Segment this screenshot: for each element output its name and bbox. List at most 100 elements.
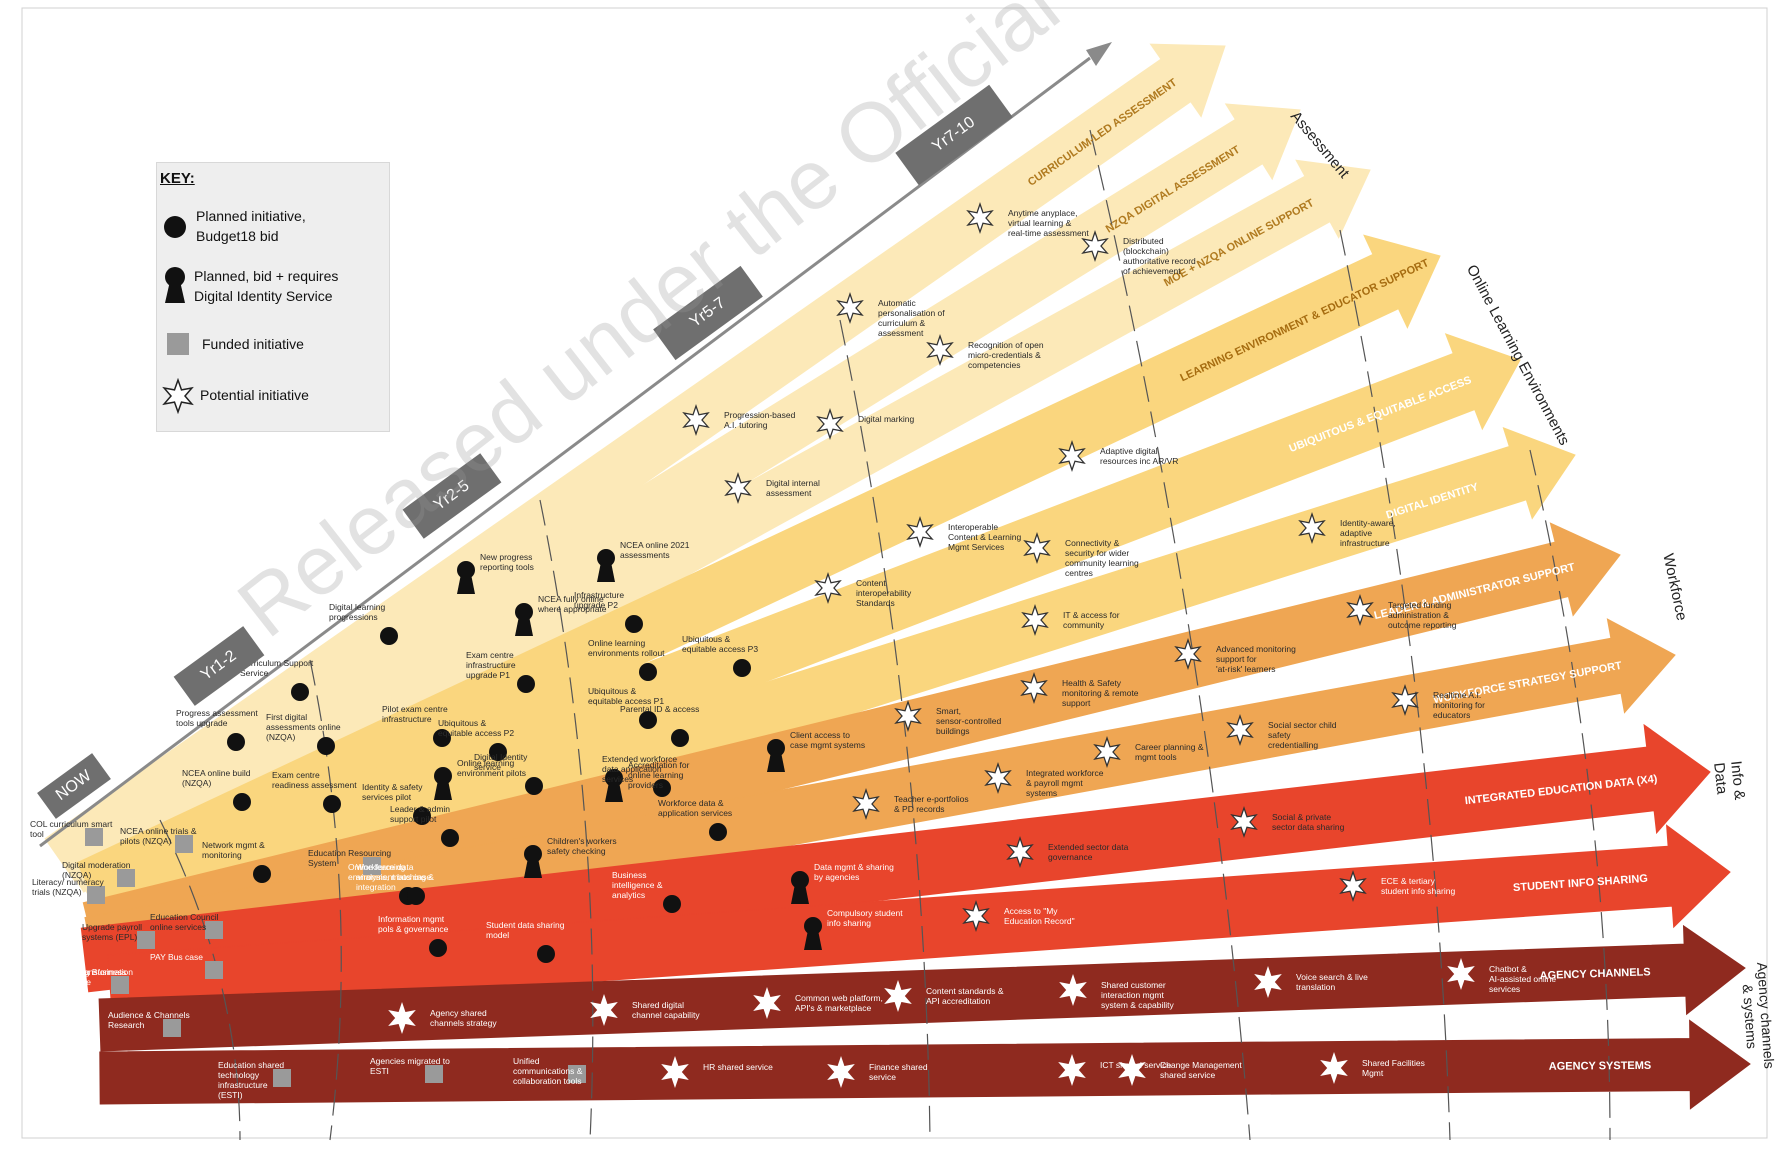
initiative-label: Literacy/ numeracy trials (NZQA) bbox=[32, 877, 105, 897]
initiative-label: Extended sector data governance bbox=[1048, 842, 1129, 862]
planned-dot-icon bbox=[653, 779, 671, 797]
potential-star-icon bbox=[724, 471, 752, 505]
timeline-layer bbox=[39, 42, 1611, 1141]
initiative-label: Compulsory student info sharing bbox=[827, 908, 903, 928]
potential-star-icon bbox=[1391, 683, 1419, 717]
potential-star-icon bbox=[162, 378, 194, 414]
funded-square-icon bbox=[137, 931, 155, 949]
category-info-data: Info & Data bbox=[1710, 760, 1749, 801]
initiative-label: Digital marking bbox=[858, 414, 914, 424]
initiative-label: Identity & safety services pilot bbox=[362, 782, 423, 802]
potential-star-icon bbox=[1058, 1053, 1086, 1087]
initiative-label: Student data sharing model bbox=[486, 920, 565, 940]
funded-square-icon bbox=[117, 869, 135, 887]
initiative-label: Digital Identity service bbox=[474, 752, 528, 772]
planned-dot-icon bbox=[323, 795, 341, 813]
keyhole-icon-stem bbox=[597, 562, 615, 582]
keyhole-icon bbox=[165, 267, 185, 303]
initiative-label: Online learning environment bus case bbox=[348, 862, 431, 882]
potential-star-icon bbox=[1021, 603, 1049, 637]
initiative-label: Audience & Channels Research bbox=[108, 1010, 190, 1030]
initiative-label: Access to "My Education Record" bbox=[1004, 906, 1075, 926]
initiative-label: Infrastructure upgrade P2 bbox=[574, 590, 624, 610]
planned-dot-icon bbox=[433, 729, 451, 747]
planned-dot-icon bbox=[517, 675, 535, 693]
initiative-label: Automatic personalisation of curriculum & a… bbox=[878, 298, 945, 338]
initiative-label: Recognition of open micro-credentials & co… bbox=[968, 340, 1044, 370]
initiative-label: Leader & admin support pilot bbox=[390, 804, 450, 824]
initiative-label: Voice search & live translation bbox=[1296, 972, 1368, 992]
arrow-label-12: AGENCY SYSTEMS bbox=[1549, 1060, 1652, 1073]
keyhole-icon-stem bbox=[767, 752, 785, 772]
planned-dot-icon bbox=[227, 733, 245, 751]
potential-star-icon bbox=[1118, 1053, 1146, 1087]
planned-dot-icon bbox=[164, 216, 186, 238]
legend-box bbox=[156, 162, 390, 432]
planned-dot-icon bbox=[639, 711, 657, 729]
initiative-label: Shared Facilities Mgmt bbox=[1362, 1058, 1425, 1078]
planned-dot-icon bbox=[413, 807, 431, 825]
initiative-label: Content standards & API accreditation bbox=[926, 986, 1004, 1006]
funded-square-icon bbox=[273, 1069, 291, 1087]
funded-square-icon bbox=[167, 333, 189, 355]
keyhole-icon-stem bbox=[515, 616, 533, 636]
potential-star-icon bbox=[682, 403, 710, 437]
planned-dot-icon bbox=[663, 895, 681, 913]
potential-star-icon bbox=[906, 515, 934, 549]
planned-dot-icon bbox=[709, 823, 727, 841]
keyhole-icon-stem bbox=[524, 858, 542, 878]
planned-dot-icon bbox=[489, 743, 507, 761]
initiative-label: NCEA online 2021 assessments bbox=[620, 540, 690, 560]
potential-star-icon bbox=[1020, 671, 1048, 705]
timeline-axis bbox=[39, 56, 1091, 848]
initiative-label: PAY Bus case bbox=[150, 952, 203, 962]
funded-square-icon bbox=[175, 835, 193, 853]
potential-star-icon bbox=[1174, 637, 1202, 671]
initiative-label: Anytime anyplace, virtual learning & real-… bbox=[1008, 208, 1089, 238]
initiative-label: Content interoperability Standards bbox=[856, 578, 912, 608]
funded-square-icon bbox=[425, 1065, 443, 1083]
initiative-label: COL curriculum smart tool bbox=[30, 819, 113, 839]
initiative-label: Social sector child safety credentialling bbox=[1268, 720, 1337, 750]
initiative-label: Parental ID & access bbox=[620, 704, 699, 714]
initiative-label: Online learning environment pilots bbox=[457, 758, 526, 778]
initiative-label: Curriculum Support Service bbox=[240, 658, 314, 678]
potential-star-icon bbox=[884, 979, 912, 1013]
initiative-label: Extended workforce data application servic… bbox=[602, 754, 677, 784]
initiative-label: Information mgmt pols & governance bbox=[378, 914, 449, 934]
planned-dot-icon bbox=[733, 659, 751, 677]
arrow-9 bbox=[80, 723, 1711, 993]
potential-star-icon bbox=[753, 986, 781, 1020]
initiative-label: Progress assessment tools upgrade bbox=[176, 708, 258, 728]
potential-star-icon bbox=[814, 571, 842, 605]
initiative-label: Realtime A.I. monitoring for educators bbox=[1433, 690, 1485, 720]
initiative-label: ICT shared service bbox=[1100, 1060, 1171, 1070]
legend-item-planned-identity: Planned, bid + requires Digital Identity… bbox=[194, 268, 339, 304]
funded-square-icon bbox=[568, 1065, 586, 1083]
initiative-label: Ubiquitous & equitable access P2 bbox=[438, 718, 514, 738]
initiative-label: New progress reporting tools bbox=[480, 552, 534, 572]
initiative-label: Education shared technology infrastructure… bbox=[218, 1060, 284, 1100]
potential-star-icon bbox=[1059, 973, 1087, 1007]
initiative-label: Teacher e-portfolios & PD records bbox=[894, 794, 969, 814]
initiative-label: Accreditation for online learning provider… bbox=[628, 760, 690, 790]
initiative-label: NCEA online build (NZQA) bbox=[182, 768, 251, 788]
potential-star-icon bbox=[1093, 735, 1121, 769]
initiative-label: Adaptive digital resources inc AR/VR bbox=[1100, 446, 1178, 466]
initiative-label: HR shared service bbox=[703, 1062, 773, 1072]
keyhole-icon-stem bbox=[434, 780, 452, 800]
initiative-label: Social & private sector data sharing bbox=[1272, 812, 1345, 832]
potential-star-icon bbox=[1006, 835, 1034, 869]
initiative-label: Targeted funding administration & outcome … bbox=[1388, 600, 1457, 630]
potential-star-icon bbox=[1447, 957, 1475, 991]
arrow-10 bbox=[107, 824, 1731, 1016]
initiative-label: Data mgmt & sharing by agencies bbox=[814, 862, 894, 882]
potential-star-icon bbox=[661, 1055, 689, 1089]
arrow-11 bbox=[98, 924, 1746, 1052]
initiative-label: Smart, sensor-controlled buildings bbox=[936, 706, 1001, 736]
markers-layer bbox=[85, 201, 1475, 1089]
potential-star-icon bbox=[388, 1001, 416, 1035]
phase-divider-7 bbox=[1529, 449, 1611, 1141]
funded-square-icon bbox=[87, 886, 105, 904]
